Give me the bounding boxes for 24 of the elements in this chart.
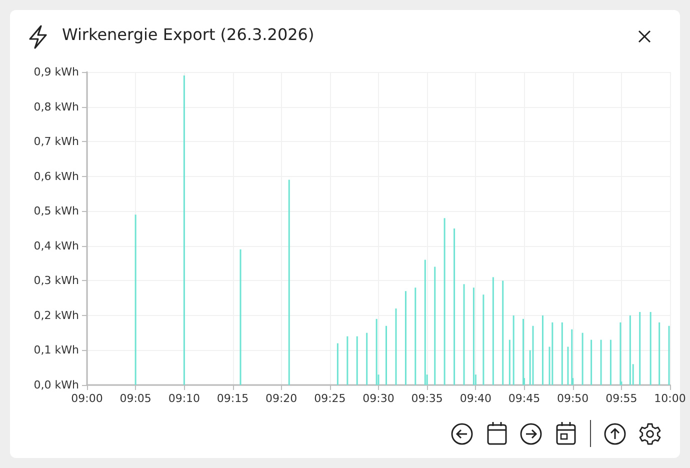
y-tick-label: 0,2 kWh bbox=[34, 308, 80, 322]
x-tick-label: 09:30 bbox=[362, 392, 394, 405]
x-tick-label: 09:00 bbox=[71, 392, 103, 405]
x-tick-label: 09:05 bbox=[120, 392, 152, 405]
y-tick-label: 0,0 kWh bbox=[34, 378, 80, 392]
y-tick-label: 0,7 kWh bbox=[34, 135, 80, 148]
y-tick-label: 0,4 kWh bbox=[34, 239, 80, 252]
y-tick-label: 0,5 kWh bbox=[34, 204, 80, 218]
chart-title: Wirkenergie Export (26.3.2026) bbox=[62, 25, 314, 44]
y-tick-label: 0,6 kWh bbox=[34, 170, 80, 183]
y-tick-label: 0,9 kWh bbox=[34, 66, 80, 78]
x-tick-label: 09:45 bbox=[508, 392, 540, 405]
y-tick-label: 0,3 kWh bbox=[34, 274, 80, 288]
x-tick-label: 09:40 bbox=[460, 392, 492, 405]
x-tick-label: 09:35 bbox=[411, 392, 443, 405]
y-tick-label: 0,1 kWh bbox=[34, 344, 80, 357]
x-tick-label: 10:00 bbox=[654, 392, 686, 405]
x-tick-label: 09:25 bbox=[314, 392, 346, 405]
y-tick-label: 0,8 kWh bbox=[34, 100, 80, 114]
x-tick-label: 09:20 bbox=[265, 392, 298, 405]
x-tick-label: 09:10 bbox=[168, 392, 200, 405]
x-tick-label: 09:55 bbox=[606, 392, 638, 405]
x-tick-label: 09:50 bbox=[556, 392, 589, 405]
x-tick-label: 09:15 bbox=[216, 392, 249, 405]
